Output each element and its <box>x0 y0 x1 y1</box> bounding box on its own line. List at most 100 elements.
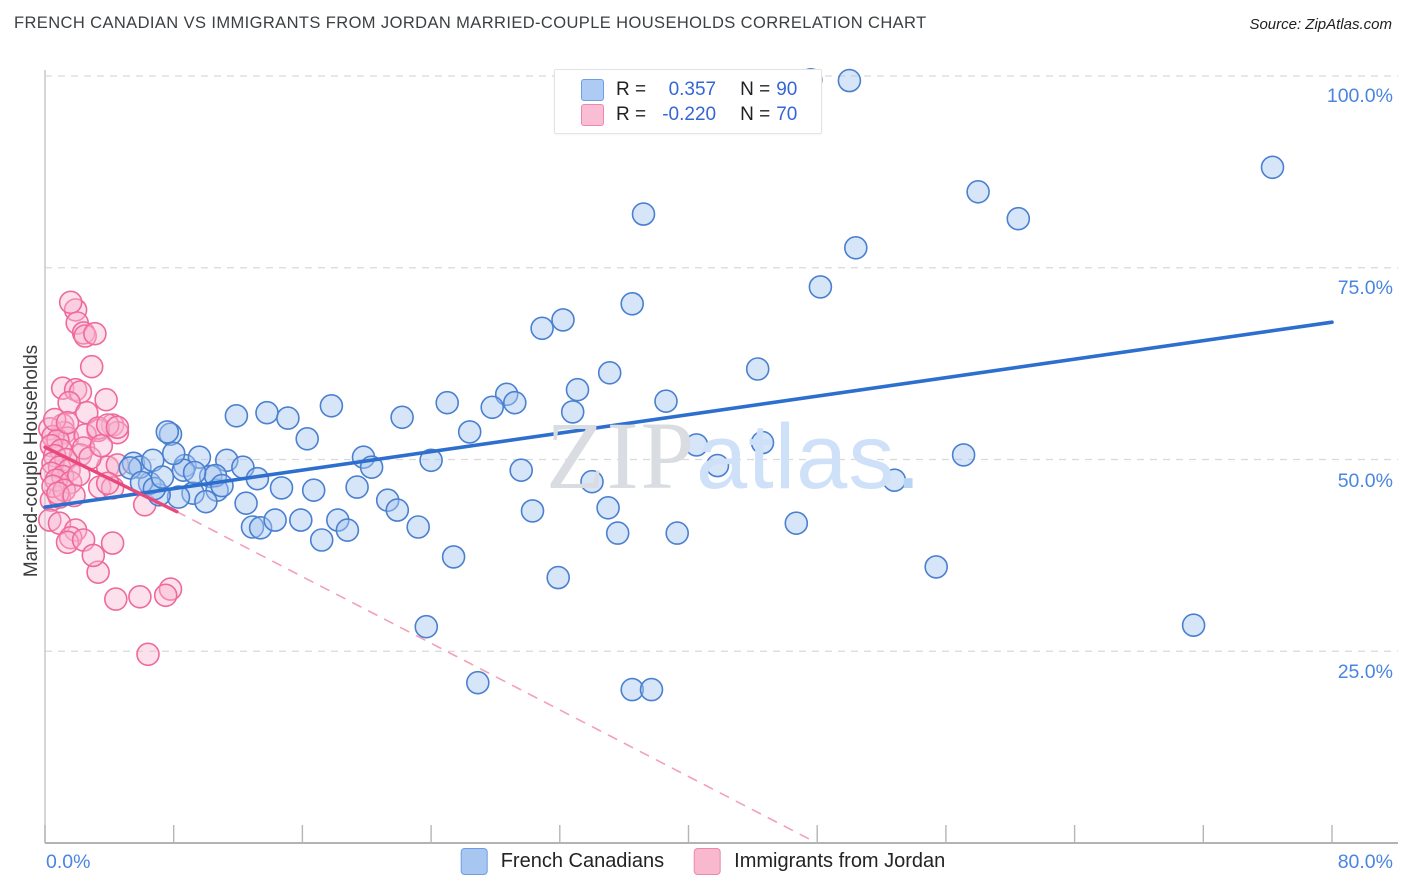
french-canadian-point[interactable] <box>295 426 320 451</box>
r-label: R = <box>616 103 647 125</box>
trendline-0 <box>43 320 1334 509</box>
french-canadian-point[interactable] <box>620 291 645 316</box>
pink-series-swatch <box>581 103 604 126</box>
jordan-point[interactable] <box>105 415 130 440</box>
french-canadian-point[interactable] <box>684 433 709 457</box>
french-canadian-point[interactable] <box>546 565 571 590</box>
french-canadian-point[interactable] <box>551 308 575 332</box>
french-canadian-point[interactable] <box>1260 155 1285 180</box>
french-canadian-point[interactable] <box>597 360 622 385</box>
jordan-point[interactable] <box>89 433 114 458</box>
french-canadian-point[interactable] <box>808 275 833 299</box>
french-canadian-point[interactable] <box>951 443 976 467</box>
jordan-point[interactable] <box>94 387 118 412</box>
french-canadian-point[interactable] <box>406 515 431 539</box>
french-canadian-point[interactable] <box>530 316 554 341</box>
french-canadian-point[interactable] <box>520 499 545 523</box>
french-canadian-point[interactable] <box>465 670 490 695</box>
french-canadian-point[interactable] <box>288 508 313 532</box>
french-canadian-point[interactable] <box>639 677 664 702</box>
french-canadian-point[interactable] <box>966 180 990 204</box>
french-canadian-point[interactable] <box>745 357 770 381</box>
french-canadian-point[interactable] <box>596 495 620 520</box>
correlation-legend: R = 0.357 N = 90 R = -0.220 N = 70 <box>554 69 822 134</box>
french-canadian-point[interactable] <box>441 545 466 569</box>
french-canadian-point[interactable] <box>705 453 730 478</box>
jordan-point[interactable] <box>104 587 128 611</box>
french-canadian-point[interactable] <box>480 395 505 420</box>
french-canadian-point[interactable] <box>194 489 218 514</box>
french-canadian-point[interactable] <box>325 508 350 532</box>
french-canadian-point[interactable] <box>161 441 186 466</box>
french-canadian-point[interactable] <box>345 475 369 499</box>
jordan-point[interactable] <box>37 508 62 532</box>
french-canadian-point[interactable] <box>1181 613 1206 638</box>
french-canadian-point[interactable] <box>182 460 207 485</box>
french-canadian-point[interactable] <box>924 555 949 579</box>
french-canadian-point[interactable] <box>502 390 527 415</box>
jordan-point[interactable] <box>128 584 152 609</box>
french-canadian-point[interactable] <box>276 406 300 430</box>
jordan-point[interactable] <box>83 321 107 346</box>
trendline-dashed-group <box>176 510 815 843</box>
jordan-point[interactable] <box>136 642 160 667</box>
french-canadian-point[interactable] <box>301 478 326 503</box>
y-tick-label-100: 100.0% <box>1326 85 1393 107</box>
n-value-blue: 90 <box>776 78 798 100</box>
jordan-point[interactable] <box>73 324 97 348</box>
french-canadian-point[interactable] <box>390 405 414 430</box>
french-canadian-point[interactable] <box>843 236 868 260</box>
french-canadian-point[interactable] <box>263 508 287 532</box>
french-canadian-point[interactable] <box>882 468 907 493</box>
french-canadian-point[interactable] <box>837 68 862 93</box>
jordan-point[interactable] <box>79 354 104 379</box>
french-canadian-point[interactable] <box>784 511 809 536</box>
french-canadian-point[interactable] <box>335 518 360 542</box>
jordan-point[interactable] <box>50 376 75 401</box>
french-canadian-point[interactable] <box>565 377 590 402</box>
french-canadian-point[interactable] <box>224 403 249 428</box>
french-canadian-point[interactable] <box>150 465 175 489</box>
jordan-point[interactable] <box>57 390 81 415</box>
jordan-point[interactable] <box>100 531 125 555</box>
watermark-atlas-text: atlas <box>696 406 896 508</box>
french-canadian-point[interactable] <box>605 521 630 545</box>
french-canadian-point[interactable] <box>319 393 344 418</box>
french-canadian-point[interactable] <box>210 473 234 498</box>
french-canadian-point[interactable] <box>654 389 678 414</box>
french-canadian-point[interactable] <box>665 521 690 545</box>
french-canadian-point[interactable] <box>375 488 400 513</box>
french-canadian-point[interactable] <box>620 677 645 702</box>
french-canadian-point[interactable] <box>234 491 258 516</box>
french-canadian-point[interactable] <box>166 485 191 509</box>
jordan-point[interactable] <box>55 410 80 435</box>
french-canadian-point[interactable] <box>509 458 534 483</box>
jordan-point[interactable] <box>81 543 106 568</box>
french-canadian-point[interactable] <box>457 420 482 444</box>
french-canadian-point[interactable] <box>240 515 265 539</box>
french-canadian-point[interactable] <box>580 469 604 494</box>
french-canadian-point[interactable] <box>631 202 656 226</box>
french-canadian-point[interactable] <box>255 400 279 425</box>
french-canadian-point[interactable] <box>1006 206 1031 231</box>
french-canadian-point[interactable] <box>560 400 585 424</box>
jordan-label: Immigrants from Jordan <box>734 850 946 872</box>
french-canadian-point[interactable] <box>414 614 439 639</box>
jordan-point[interactable] <box>153 583 178 608</box>
french-canadian-point[interactable] <box>155 420 180 444</box>
french-canadian-point[interactable] <box>435 390 460 415</box>
french-canadian-point[interactable] <box>419 448 443 473</box>
jordan-point[interactable] <box>58 290 83 315</box>
legend-item-jordan[interactable]: Immigrants from Jordan <box>694 848 945 875</box>
r-value-blue: 0.357 <box>668 78 717 100</box>
jordan-point[interactable] <box>86 416 110 440</box>
french-canadian-point[interactable] <box>385 498 410 522</box>
watermark-zip-text: ZIP <box>546 402 696 509</box>
french-canadian-point[interactable] <box>750 430 775 455</box>
french-canadian-point[interactable] <box>187 445 212 470</box>
x-axis-min-label: 0.0% <box>46 851 91 873</box>
french-canadian-point[interactable] <box>269 476 294 500</box>
french-canadian-point[interactable] <box>309 528 334 552</box>
legend-item-french-canadians[interactable]: French Canadians <box>460 848 664 875</box>
french-canadian-point[interactable] <box>248 515 273 540</box>
